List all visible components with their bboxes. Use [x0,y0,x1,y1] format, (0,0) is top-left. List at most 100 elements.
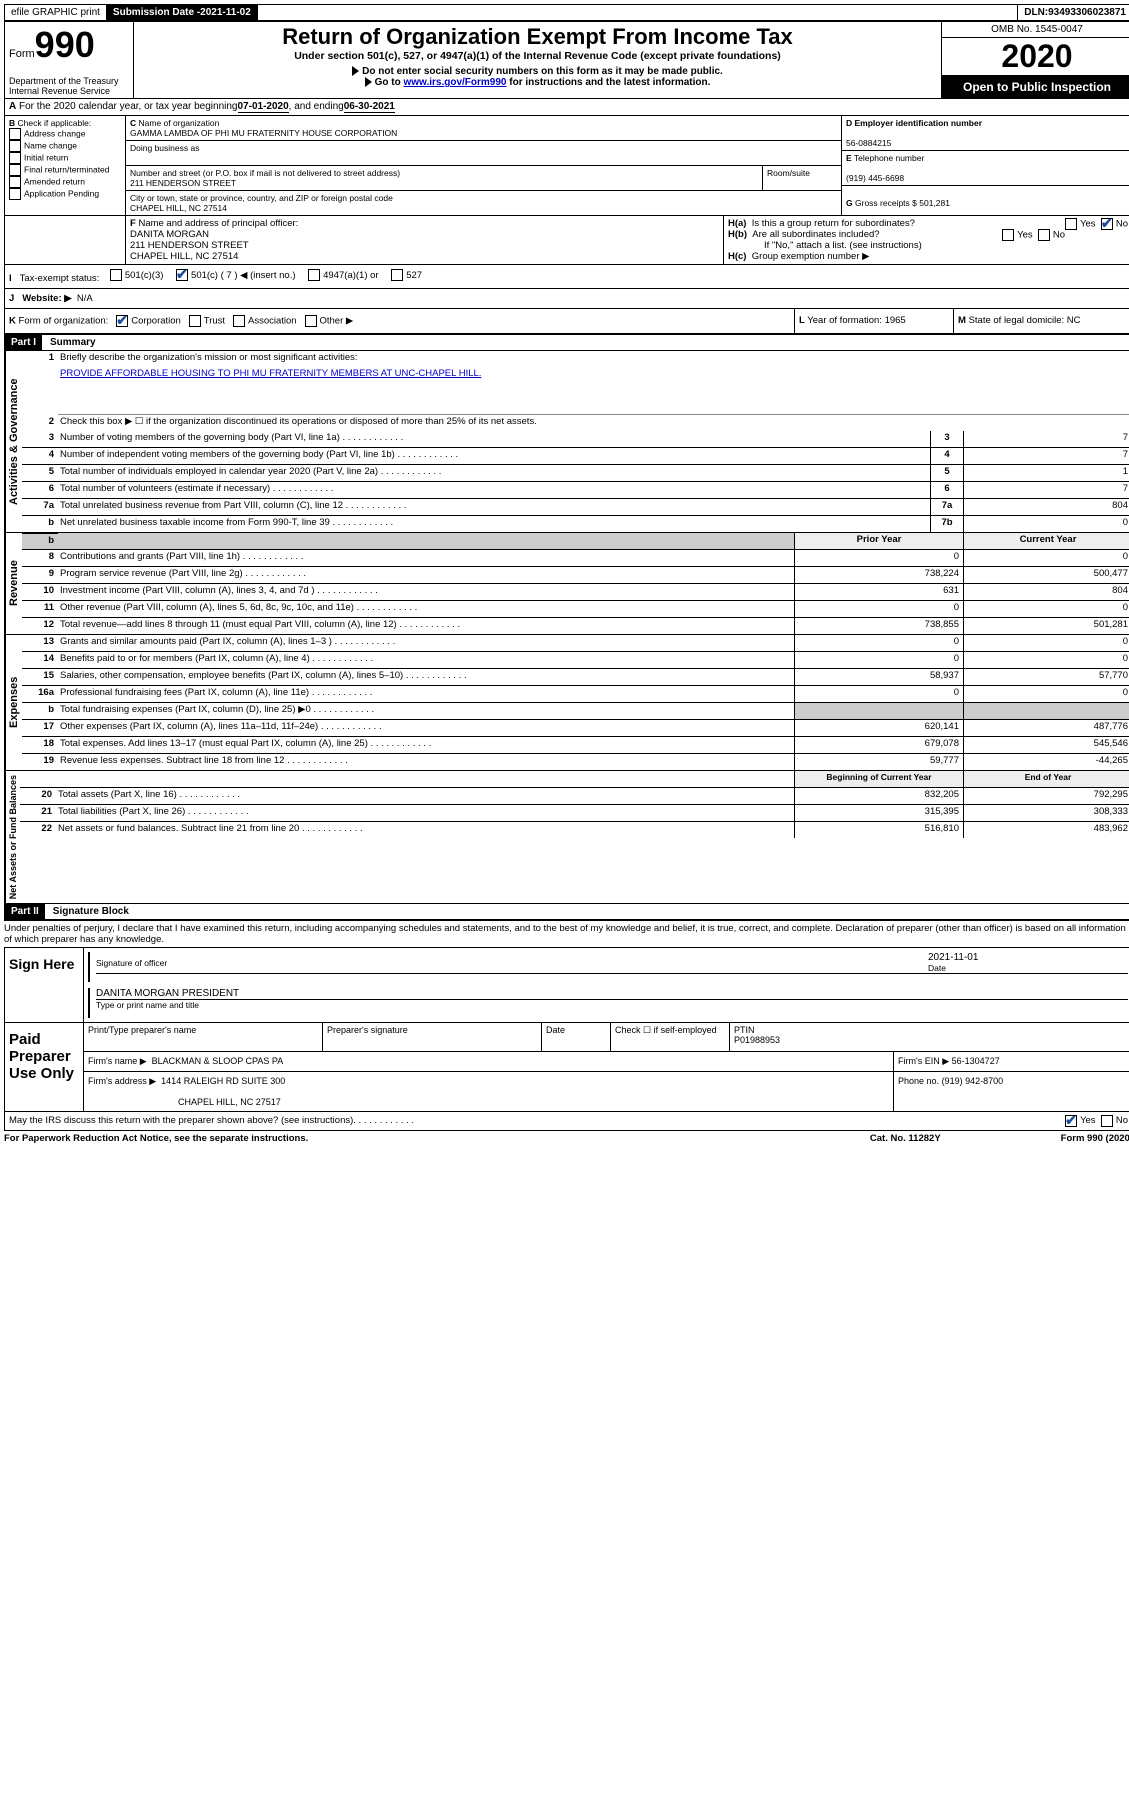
c-name-lbl: Name of organization [139,118,220,128]
firm-ein-val: 56-1304727 [952,1056,1000,1066]
hc-text: Group exemption number ▶ [752,251,870,262]
section-f: F Name and address of principal officer:… [126,216,724,264]
initial-return-checkbox[interactable] [9,152,21,164]
paid-prep-label: Paid Preparer Use Only [5,1023,84,1111]
perjury-text: Under penalties of perjury, I declare th… [4,921,1129,947]
table-row: 13Grants and similar amounts paid (Part … [22,635,1129,652]
k-o3: Association [248,316,297,327]
exp-section: Expenses 13Grants and similar amounts pa… [5,635,1129,771]
table-row: 4Number of independent voting members of… [22,448,1129,465]
goto-post: for instructions and the latest informat… [506,77,710,88]
sign-here-label: Sign Here [5,948,84,1022]
trust-checkbox[interactable] [189,315,201,327]
hb-yes-checkbox[interactable] [1002,229,1014,241]
mission-text[interactable]: PROVIDE AFFORDABLE HOUSING TO PHI MU FRA… [60,368,481,379]
discuss-yes-checkbox[interactable] [1065,1115,1077,1127]
k-lbl: Form of organization: [19,316,109,327]
table-row: 22Net assets or fund balances. Subtract … [20,822,1129,838]
a-text: For the 2020 calendar year, or tax year … [19,101,237,113]
omb-number: OMB No. 1545-0047 [942,22,1129,38]
form-container: Form990 Department of the Treasury Inter… [4,21,1129,921]
527-checkbox[interactable] [391,269,403,281]
table-row: 15Salaries, other compensation, employee… [22,669,1129,686]
typed-lbl: Type or print name and title [96,1000,1128,1010]
table-row: 10Investment income (Part VIII, column (… [22,584,1129,601]
cat-no: Cat. No. 11282Y [870,1133,941,1144]
k-o1: Corporation [131,316,181,327]
4947-checkbox[interactable] [308,269,320,281]
table-row: 19Revenue less expenses. Subtract line 1… [22,754,1129,770]
table-row: 12Total revenue—add lines 8 through 11 (… [22,618,1129,634]
app-pending-checkbox[interactable] [9,188,21,200]
part1-header: Part I Summary [5,334,1129,351]
discuss-row: May the IRS discuss this return with the… [4,1112,1129,1131]
officer-printed: DANITA MORGAN PRESIDENT [96,988,1128,1000]
501c3-checkbox[interactable] [110,269,122,281]
final-return-checkbox[interactable] [9,164,21,176]
section-b: B Check if applicable: Address change Na… [5,116,126,215]
dln: DLN: 93493306023871 [1018,5,1129,20]
firm-phone-val: (919) 942-8700 [942,1076,1004,1086]
return-subtitle: Under section 501(c), 527, or 4947(a)(1)… [138,50,937,62]
sig-officer-lbl: Signature of officer [96,952,922,973]
firm-addr1: 1414 RALEIGH RD SUITE 300 [161,1076,285,1086]
phone-val: (919) 445-6698 [846,173,904,183]
name-change-checkbox[interactable] [9,140,21,152]
ha-no-checkbox[interactable] [1101,218,1113,230]
addr-change-checkbox[interactable] [9,128,21,140]
amended-checkbox[interactable] [9,176,21,188]
officer-addr2: CHAPEL HILL, NC 27514 [130,251,238,262]
corp-checkbox[interactable] [116,315,128,327]
l2-desc: Check this box ▶ ☐ if the organization d… [58,415,1129,431]
fh-block: F Name and address of principal officer:… [5,216,1129,265]
discuss-no-checkbox[interactable] [1101,1115,1113,1127]
submission-date: Submission Date - 2021-11-02 [107,5,258,20]
line-j: J Website: ▶ N/A [5,289,1129,309]
form-title-block: Return of Organization Exempt From Incom… [134,22,942,98]
table-row: 14Benefits paid to or for members (Part … [22,652,1129,669]
firm-addr2: CHAPEL HILL, NC 27517 [88,1097,281,1107]
k-o2: Trust [204,316,225,327]
d-lbl: Employer identification number [855,118,983,128]
501c-checkbox[interactable] [176,269,188,281]
prep-name-lbl: Print/Type preparer's name [84,1023,323,1051]
form-number: 990 [35,24,95,65]
firm-val: BLACKMAN & SLOOP CPAS PA [152,1056,284,1066]
part2-header: Part II Signature Block [5,903,1129,920]
table-row: 7aTotal unrelated business revenue from … [22,499,1129,516]
efile-print[interactable]: efile GRAPHIC print [5,5,107,20]
assoc-checkbox[interactable] [233,315,245,327]
yes-lbl2: Yes [1017,230,1033,241]
part2-bar: Part II [5,904,45,919]
firm-addr-lbl: Firm's address ▶ [88,1076,156,1086]
street-val: 211 HENDERSON STREET [130,178,236,188]
paid-prep-block: Paid Preparer Use Only Print/Type prepar… [4,1023,1129,1112]
table-row: 21Total liabilities (Part X, line 26)315… [20,805,1129,822]
hb-no-checkbox[interactable] [1038,229,1050,241]
i-o3: 4947(a)(1) or [323,270,378,281]
discuss-q: May the IRS discuss this return with the… [9,1115,353,1127]
ha-yes-checkbox[interactable] [1065,218,1077,230]
line-i: I Tax-exempt status: 501(c)(3) 501(c) ( … [5,265,1129,289]
subdate-value: 2021-11-02 [200,7,251,18]
firm-lbl: Firm's name ▶ [88,1056,147,1066]
irs-link[interactable]: www.irs.gov/Form990 [403,77,506,88]
table-row: bTotal fundraising expenses (Part IX, co… [22,703,1129,720]
ptin-val: P01988953 [734,1035,780,1045]
ha-text: Is this a group return for subordinates? [752,218,915,229]
table-row: 11Other revenue (Part VIII, column (A), … [22,601,1129,618]
i-lbl: Tax-exempt status: [20,273,100,284]
dept-line1: Department of the Treasury [9,76,119,86]
exp-label: Expenses [5,635,22,770]
l1-desc: Briefly describe the organization's miss… [58,351,1129,367]
b-opt-4: Amended return [24,176,85,186]
rev-section: Revenue bPrior YearCurrent Year 8Contrib… [5,533,1129,635]
i-o4: 527 [406,270,422,281]
website-val: N/A [77,293,93,304]
m-lbl: State of legal domicile: [969,315,1065,326]
b-opt-3: Final return/terminated [24,164,110,174]
rev-label: Revenue [5,533,22,634]
other-checkbox[interactable] [305,315,317,327]
top-bar: efile GRAPHIC print Submission Date - 20… [4,4,1129,21]
table-row: 18Total expenses. Add lines 13–17 (must … [22,737,1129,754]
